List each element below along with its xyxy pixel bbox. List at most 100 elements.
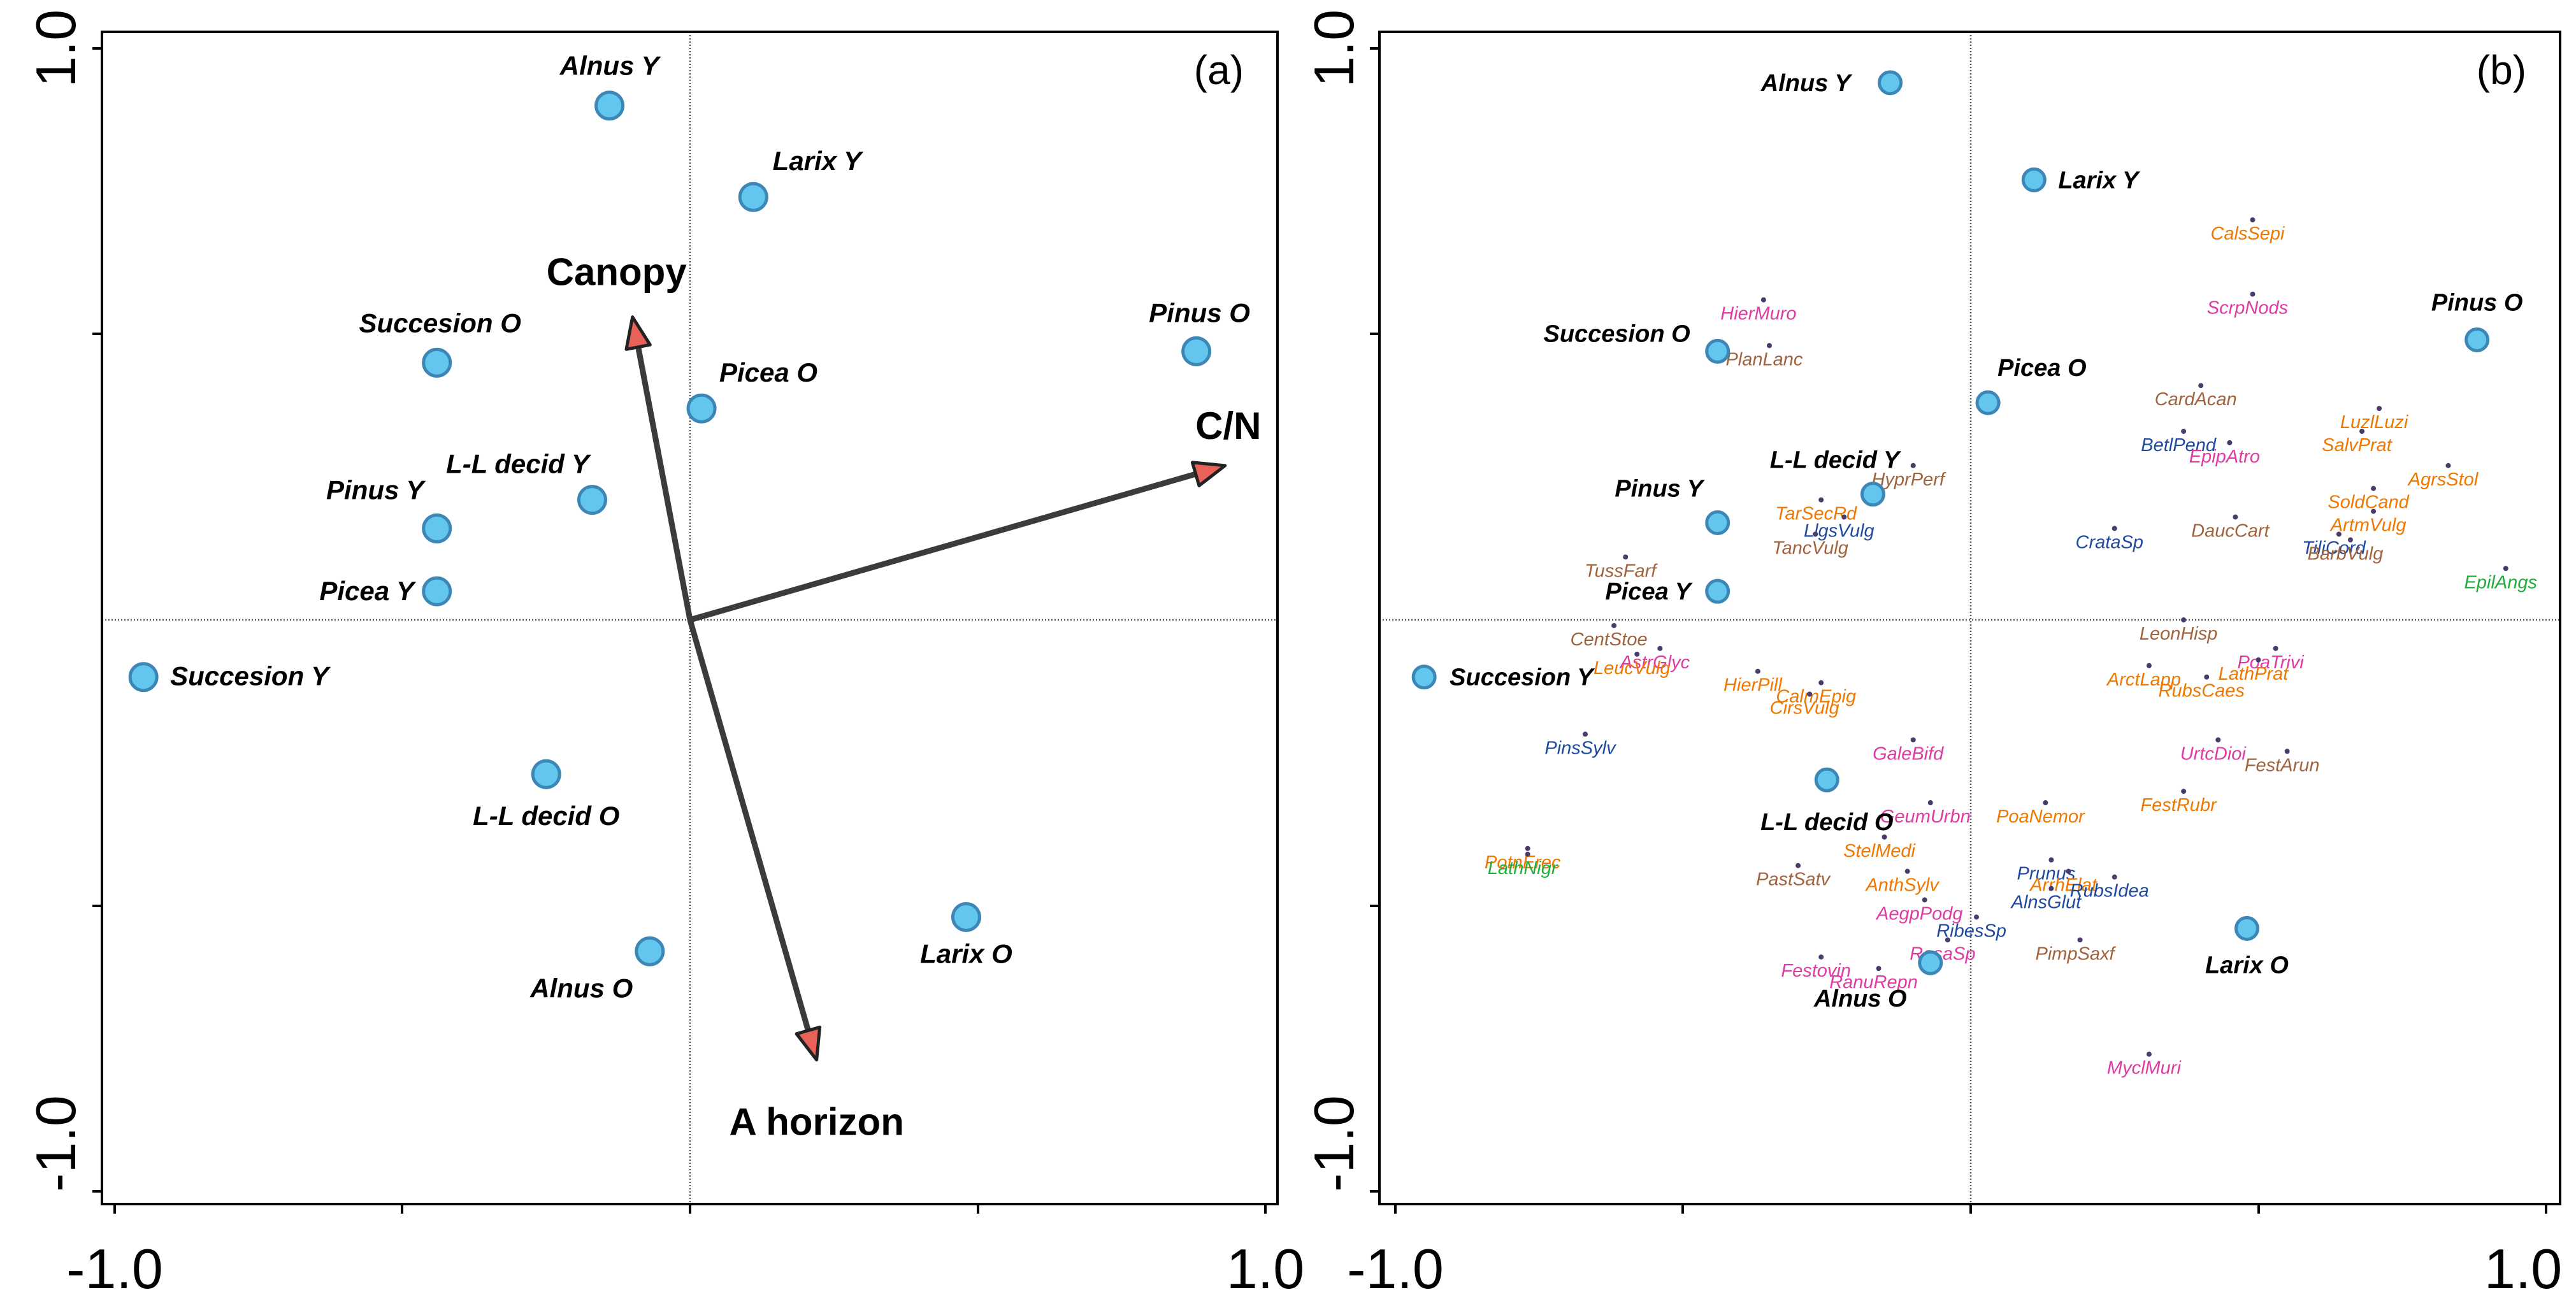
- species-galebifd-label: GaleBifd: [1873, 743, 1944, 764]
- species-betlpend-label: BetlPend: [2141, 435, 2217, 456]
- panel-a-site-larix-o-point: [951, 901, 981, 932]
- species-pastsatv-label: PastSatv: [1756, 870, 1831, 890]
- species-cardacan-point: [2198, 383, 2204, 389]
- panel-b-site-succesion-o-point: [1705, 338, 1731, 364]
- panel-b-x-tick-label-min: -1.0: [1347, 1237, 1444, 1300]
- species-lathnigr-point: [1525, 851, 1530, 857]
- species-centstoe-point: [1611, 622, 1617, 628]
- species-festrubr-point: [2181, 789, 2187, 794]
- species-festovin-label: Festovin: [1781, 961, 1851, 981]
- species-hyprperf-label: HyprPerf: [1871, 470, 1946, 490]
- species-astrglyc-point: [1657, 645, 1663, 651]
- vector-canopy-head: [624, 315, 652, 351]
- species-aegppodg-label: AegpPodg: [1875, 904, 1962, 924]
- species-tilicord-label: TiliCord: [2302, 538, 2366, 558]
- species-arrhelat-label: ArrhElat: [2029, 875, 2098, 896]
- panel-a-site-l-l-decid-y-point: [577, 485, 607, 515]
- panel-b-label: (b): [2477, 47, 2526, 93]
- species-centstoe-label: CentStoe: [1571, 629, 1648, 650]
- species-scrpnods-point: [2250, 291, 2256, 297]
- species-planlanc-label: PlanLanc: [1725, 349, 1802, 370]
- panel-a-site-alnus-o-point: [635, 936, 665, 966]
- panel-a-site-larix-y-point: [738, 182, 768, 212]
- panel-a-site-picea-y-point: [422, 576, 452, 606]
- panel-b-y-tick-label-min: -1.0: [1302, 1095, 1365, 1192]
- vector-canopy-arrow: [635, 346, 693, 621]
- panel-a-site-pinus-y-label: Pinus Y: [326, 475, 426, 505]
- species-cratasp-point: [2112, 526, 2117, 531]
- panel-b-site-picea-y-label: Picea Y: [1605, 578, 1693, 605]
- vector-c-n-label: C/N: [1195, 405, 1261, 447]
- species-dauccart-label: DaucCart: [2191, 521, 2270, 542]
- species-epipatro-label: EpipAtro: [2189, 447, 2260, 467]
- species-arctlapp-label: ArctLapp: [2106, 670, 2181, 690]
- species-planlanc-point: [1766, 343, 1772, 348]
- species-llgsvulg-label: LlgsVulg: [1804, 521, 1874, 542]
- panel-b-site-l-l-decid-y-label: L-L decid Y: [1770, 447, 1902, 474]
- species-epilangs-label: EpilAngs: [2464, 572, 2537, 592]
- panel-a-site-pinus-o-label: Pinus O: [1149, 298, 1250, 327]
- species-pinssylv-label: PinsSylv: [1544, 738, 1616, 758]
- panel-b-site-larix-o-label: Larix O: [2205, 952, 2289, 979]
- species-festarun-label: FestArun: [2245, 755, 2320, 775]
- panel-b-site-larix-y-label: Larix Y: [2058, 167, 2141, 194]
- species-leonhisp-label: LeonHisp: [2140, 624, 2218, 644]
- species-geumurbn-point: [1927, 800, 1933, 806]
- species-stelmedi-label: StelMedi: [1843, 841, 1916, 861]
- species-tussfarf-point: [1623, 554, 1629, 560]
- panel-b-site-picea-y-point: [1705, 578, 1731, 604]
- species-calssepi-label: CalsSepi: [2210, 224, 2285, 244]
- panel-b-site-succesion-y-label: Succesion Y: [1450, 664, 1595, 691]
- panel-a-label: (a): [1194, 47, 1244, 93]
- panel-a-site-alnus-o-label: Alnus O: [529, 973, 633, 1003]
- species-hiermuro-point: [1760, 297, 1766, 303]
- species-soldcand-point: [2371, 485, 2377, 491]
- panel-a-frame: [101, 31, 1279, 1205]
- species-rosasp-point: [1945, 937, 1950, 943]
- vector-c-n-arrow: [689, 471, 1197, 623]
- panel-a-site-picea-o-point: [686, 393, 717, 424]
- species-ribessp-point: [1974, 914, 1980, 920]
- species-cirsvulg-label: CirsVulg: [1770, 698, 1839, 719]
- species-festovin-point: [1818, 954, 1824, 960]
- species-pastsatv-point: [1795, 863, 1801, 868]
- panel-a-site-pinus-o-point: [1181, 336, 1212, 366]
- species-barbvulg-point: [2347, 537, 2353, 543]
- panel-a-site-succesion-o-point: [422, 347, 452, 378]
- vector-canopy-label: Canopy: [547, 251, 687, 294]
- species-lathprat-label: LathPrat: [2219, 664, 2290, 684]
- species-dauccart-point: [2233, 514, 2238, 520]
- panel-b-site-alnus-o-point: [1918, 950, 1943, 975]
- species-urtcdioi-label: UrtcDioi: [2180, 743, 2247, 764]
- species-arrhelat-point: [2066, 868, 2071, 874]
- species-leonhisp-point: [2181, 617, 2187, 622]
- vector-c-n-head: [1190, 461, 1227, 487]
- ordination-panel-b: -1.0 1.0 1.0 -1.0 (b) CalsSepi HierMuro Sc…: [1302, 10, 2562, 1300]
- panel-a-site-succesion-y-point: [128, 662, 159, 692]
- species-anthsylv-point: [1904, 868, 1910, 874]
- species-salvprat-point: [2359, 428, 2365, 434]
- panel-a-site-pinus-y-point: [422, 513, 452, 543]
- species-calmepig-point: [1818, 680, 1824, 685]
- panel-a-site-larix-o-label: Larix O: [920, 938, 1012, 968]
- species-rubsidea-label: RubsIdea: [2070, 881, 2149, 901]
- species-myclmuri-point: [2146, 1051, 2152, 1057]
- species-tilicord-point: [2336, 531, 2342, 537]
- panel-a-site-picea-y-label: Picea Y: [319, 576, 417, 606]
- panel-b-site-pinus-y-point: [1705, 510, 1731, 536]
- species-epilangs-point: [2503, 566, 2508, 571]
- species-rubsidea-point: [2112, 874, 2117, 880]
- panel-b-site-picea-o-label: Picea O: [1997, 355, 2086, 382]
- panel-b-site-picea-o-point: [1975, 390, 2001, 415]
- species-hierpill-point: [1755, 668, 1760, 674]
- species-cardacan-label: CardAcan: [2155, 389, 2237, 410]
- panel-b-frame: [1378, 31, 2561, 1205]
- species-stelmedi-point: [1882, 834, 1887, 840]
- species-poanemor-point: [2043, 800, 2048, 806]
- species-pinssylv-point: [1582, 731, 1588, 737]
- species-geumurbn-label: GeumUrbn: [1880, 807, 1971, 827]
- species-calmepig-label: CalmEpig: [1776, 687, 1856, 707]
- panel-b-site-alnus-o-label: Alnus O: [1813, 986, 1907, 1012]
- species-calssepi-point: [2250, 217, 2256, 223]
- species-arctlapp-point: [2146, 663, 2152, 668]
